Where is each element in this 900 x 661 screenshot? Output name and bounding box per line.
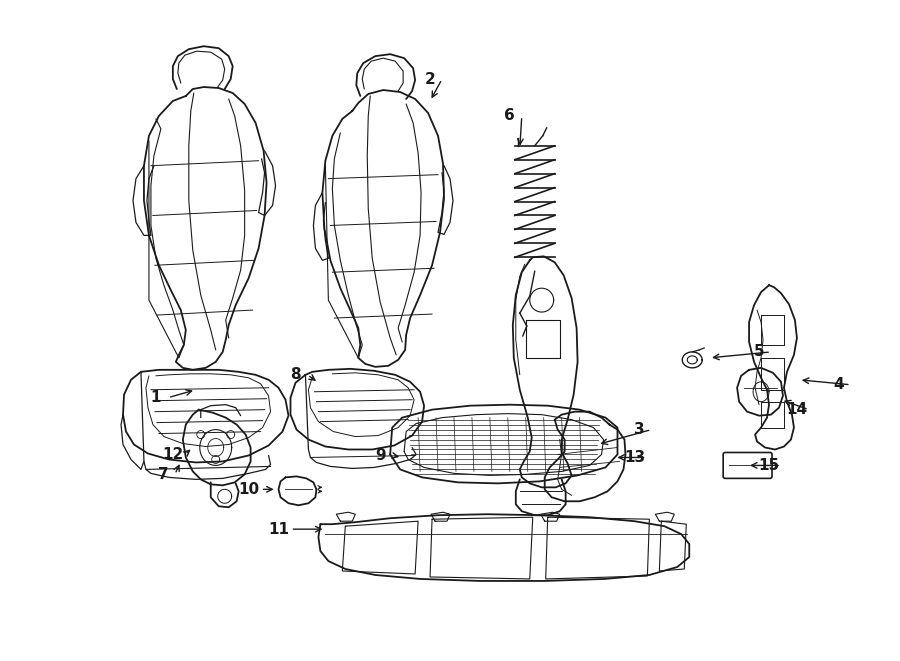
Text: 15: 15 [759, 458, 779, 473]
Text: 11: 11 [268, 522, 289, 537]
Text: 3: 3 [634, 422, 644, 437]
Text: 8: 8 [290, 368, 301, 382]
Text: 6: 6 [504, 108, 515, 124]
Text: 2: 2 [425, 71, 436, 87]
Text: 12: 12 [162, 447, 184, 462]
Text: 9: 9 [375, 448, 385, 463]
Text: 10: 10 [238, 482, 259, 497]
Text: 5: 5 [753, 344, 764, 360]
Text: 7: 7 [158, 467, 168, 482]
Text: 1: 1 [150, 390, 161, 405]
Text: 4: 4 [833, 377, 844, 392]
Text: 13: 13 [624, 450, 645, 465]
Text: 14: 14 [787, 402, 807, 417]
